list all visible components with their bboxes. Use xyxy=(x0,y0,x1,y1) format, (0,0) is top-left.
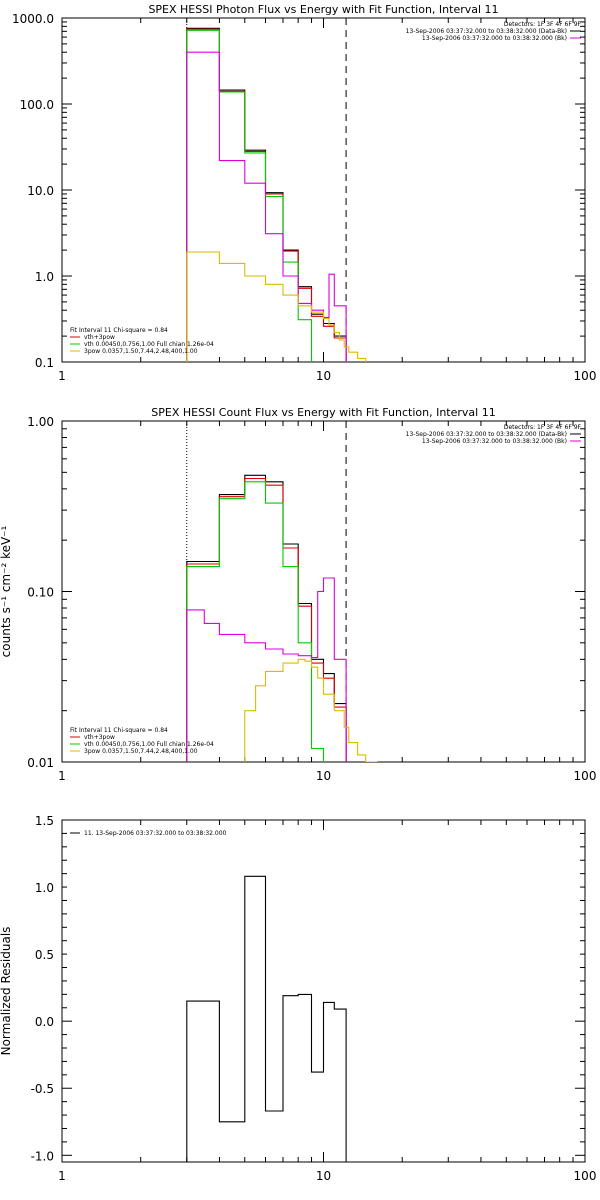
y-tick-label: 0.1 xyxy=(35,356,54,370)
series-red-histogram xyxy=(186,28,347,362)
header-line1: Detectors: 1F 3F 4F 6F 9F xyxy=(504,424,582,431)
series-magenta-histogram xyxy=(186,51,348,362)
header-line3: 13-Sep-2006 03:37:32.000 to 03:38:32.000… xyxy=(422,438,567,445)
series-yellow-histogram xyxy=(244,658,378,762)
y-tick-label: 0.0 xyxy=(35,1015,54,1029)
y-tick-label: 1.00 xyxy=(27,415,54,429)
x-tick-label: 10 xyxy=(316,1169,331,1183)
series-black-histogram xyxy=(186,474,347,762)
y-tick-label: 10.0 xyxy=(27,184,54,198)
x-tick-label: 1 xyxy=(58,1169,66,1183)
x-tick-label: 1 xyxy=(58,769,66,783)
x-tick-label: 100 xyxy=(574,769,597,783)
residuals-panel: 1 10 100 -1.0 -0.5 0.0 0.5 1.0 1.5 Normalized Res… xyxy=(0,814,596,1183)
legend-entry: vth+3pow xyxy=(84,334,115,341)
legend-fit-info: Fit Interval 11 Chi-square = 0.84 xyxy=(70,327,168,334)
header-line3: 13-Sep-2006 03:37:32.000 to 03:38:32.000… xyxy=(422,35,567,42)
y-tick-label: -0.5 xyxy=(31,1082,54,1096)
header-line1: Detectors: 1F 3F 4F 6F 9F xyxy=(504,21,582,28)
y-tick-label: 1.0 xyxy=(35,881,54,895)
legend-entry: 3pow 0.0357,1.50,7.44,2.48,400,1.00 xyxy=(84,348,198,355)
y-axis-label: Normalized Residuals xyxy=(0,927,13,1056)
x-tick-label: 1 xyxy=(58,369,66,383)
chart-title: SPEX HESSI Count Flux vs Energy with Fit… xyxy=(151,406,495,419)
y-tick-label: 1000.0 xyxy=(12,12,54,26)
x-tick-label: 10 xyxy=(316,369,331,383)
series-green-histogram xyxy=(186,29,313,362)
header-line2: 13-Sep-2006 03:37:32.000 to 03:38:32.000… xyxy=(406,28,567,35)
legend-entry: vth+3pow xyxy=(84,734,115,741)
y-tick-label: 0.5 xyxy=(35,948,54,962)
series-red-histogram xyxy=(186,477,347,762)
series-black-histogram xyxy=(186,27,347,362)
photon-flux-panel: 1 10 100 0.1 1.0 10.0 100.0 1000.0 SPEX HESSI Ph… xyxy=(12,3,597,383)
series-black-histogram xyxy=(186,875,347,1162)
y-axis-label: counts s⁻¹ cm⁻² keV⁻¹ xyxy=(0,525,13,657)
legend-entry: vth 0.00450,0.756,1.00 Full chian 1.26e-… xyxy=(84,341,214,348)
legend-fit-info: Fit Interval 11 Chi-square = 0.84 xyxy=(70,727,168,734)
count-flux-panel: 1 10 100 0.01 0.10 1.00 SPEX HESSI Count Flux … xyxy=(0,406,597,783)
legend-entry: 11. 13-Sep-2006 03:37:32.000 to 03:38:32… xyxy=(84,830,227,837)
series-yellow-histogram xyxy=(186,251,367,362)
series-magenta-histogram xyxy=(186,577,347,762)
legend-entry: 3pow 0.0357,1.50,7.44,2.48,400,1.00 xyxy=(84,748,198,755)
x-tick-label: 100 xyxy=(574,369,597,383)
legend-entry: vth 0.00450,0.756,1.00 Full chian 1.26e-… xyxy=(84,741,214,748)
x-tick-label: 100 xyxy=(574,1169,597,1183)
y-tick-label: -1.0 xyxy=(31,1149,54,1163)
chart-title: SPEX HESSI Photon Flux vs Energy with Fi… xyxy=(148,3,498,16)
y-tick-label: 100.0 xyxy=(20,98,54,112)
series-green-histogram xyxy=(186,481,325,762)
y-tick-label: 1.5 xyxy=(35,814,54,828)
plot-frame xyxy=(61,819,586,1163)
x-tick-label: 10 xyxy=(316,769,331,783)
header-line2: 13-Sep-2006 03:37:32.000 to 03:38:32.000… xyxy=(406,431,567,438)
y-tick-label: 0.10 xyxy=(27,586,54,600)
y-tick-label: 0.01 xyxy=(27,756,54,770)
y-tick-label: 1.0 xyxy=(35,270,54,284)
